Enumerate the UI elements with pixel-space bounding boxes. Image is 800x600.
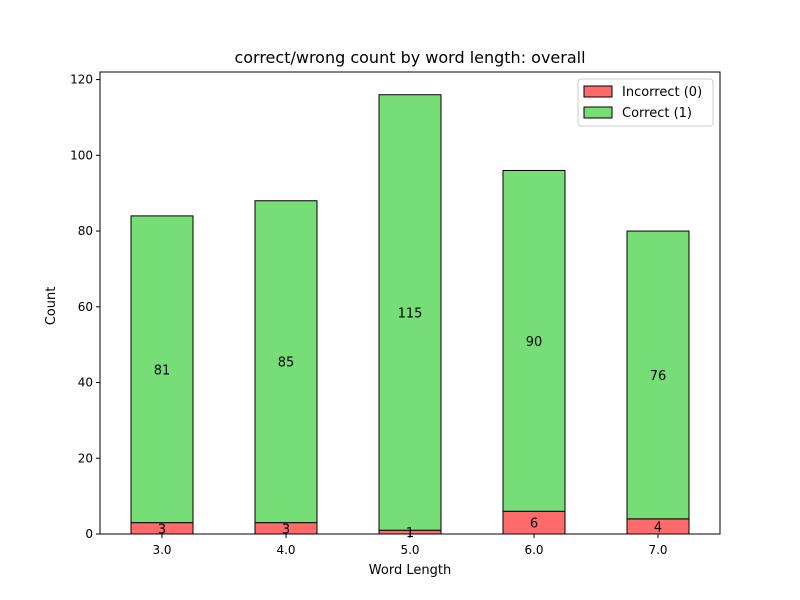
bar-value-label: 81 <box>154 363 171 378</box>
bar-value-label: 6 <box>530 517 538 532</box>
bar-value-label: 3 <box>158 522 166 537</box>
x-tick-label: 7.0 <box>648 543 667 557</box>
bar-correct-3 <box>502 169 566 512</box>
y-axis-label: Count <box>44 287 59 326</box>
legend-swatch <box>583 85 613 98</box>
y-tick-label: 20 <box>78 451 93 465</box>
x-axis: 3.0 4.0 5.0 6.0 7.0 <box>152 534 668 557</box>
y-axis: 0 20 40 60 80 100 120 <box>70 73 100 541</box>
bar-correct-1 <box>254 200 318 524</box>
bar-correct-0 <box>130 215 194 524</box>
x-axis-label: Word Length <box>369 563 451 578</box>
y-tick-label: 100 <box>70 148 93 162</box>
x-tick-label: 4.0 <box>276 543 295 557</box>
legend: Incorrect (0) Correct (1) <box>577 78 714 127</box>
legend-entry-label: Correct (1) <box>622 106 692 121</box>
bars-group <box>130 94 690 535</box>
y-tick-label: 0 <box>85 527 93 541</box>
legend-swatch <box>583 106 613 119</box>
y-tick-label: 60 <box>78 300 93 314</box>
x-tick-label: 5.0 <box>400 543 419 557</box>
bar-value-label: 3 <box>282 522 290 537</box>
y-tick-label: 40 <box>78 376 93 390</box>
bar-value-label: 115 <box>398 306 423 321</box>
bar-value-label: 90 <box>526 335 543 350</box>
bar-value-label: 85 <box>278 356 295 371</box>
chart-title: correct/wrong count by word length: over… <box>234 48 585 67</box>
bar-correct-4 <box>626 230 690 520</box>
y-tick-label: 120 <box>70 73 93 87</box>
bar-value-label: 4 <box>654 520 662 535</box>
y-tick-label: 80 <box>78 224 93 238</box>
bar-value-label: 76 <box>650 369 667 384</box>
x-tick-label: 6.0 <box>524 543 543 557</box>
bar-correct-2 <box>378 94 442 531</box>
x-tick-label: 3.0 <box>152 543 171 557</box>
legend-entry-label: Incorrect (0) <box>622 85 702 100</box>
